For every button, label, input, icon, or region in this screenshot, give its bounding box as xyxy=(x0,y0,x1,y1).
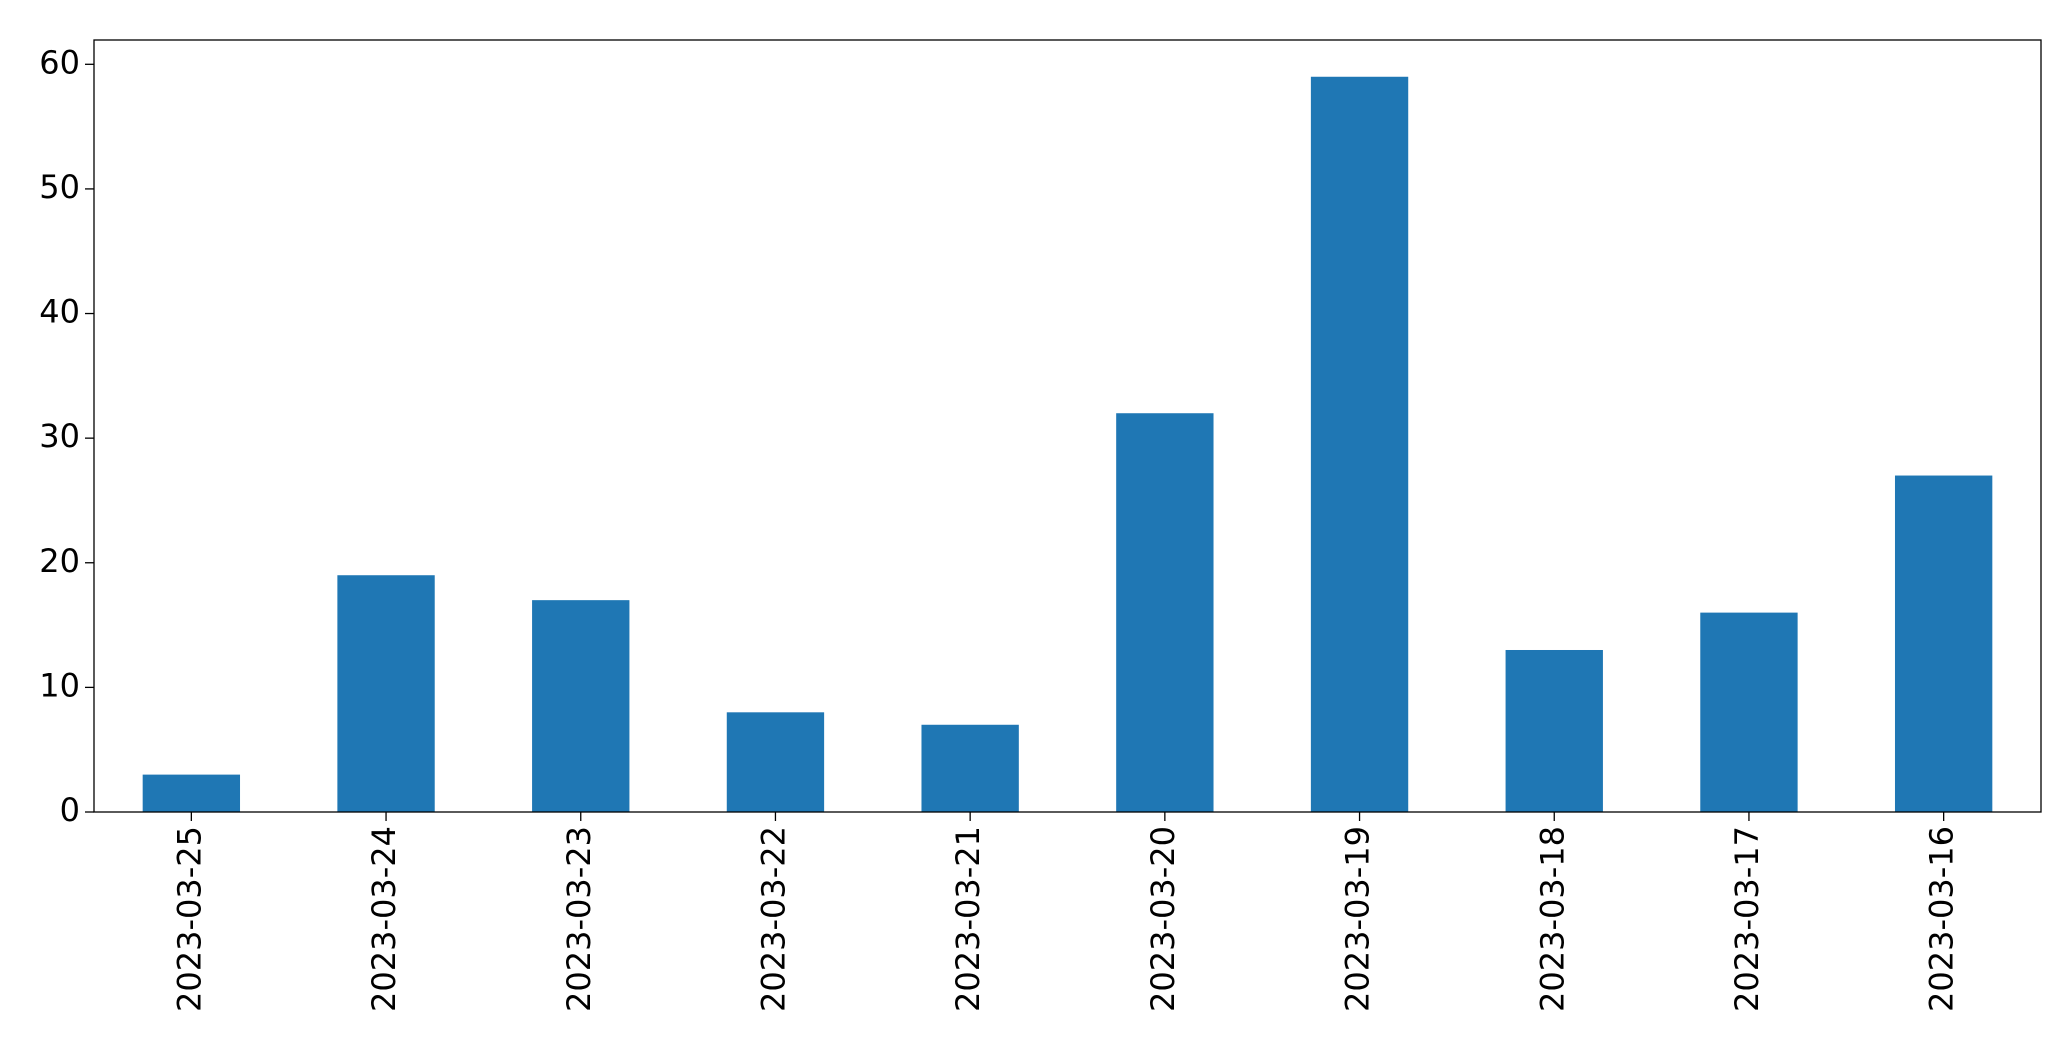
x-tick-label: 2023-03-16 xyxy=(1923,826,1961,1012)
y-tick-label: 50 xyxy=(39,168,80,206)
x-tick-label: 2023-03-23 xyxy=(560,826,598,1012)
x-tick-label: 2023-03-21 xyxy=(949,826,987,1012)
y-tick-label: 10 xyxy=(39,666,80,704)
bar xyxy=(1894,475,1993,812)
bar xyxy=(142,774,241,812)
x-tick-label: 2023-03-19 xyxy=(1339,826,1377,1012)
x-tick-label: 2023-03-17 xyxy=(1728,826,1766,1012)
y-tick-label: 20 xyxy=(39,542,80,580)
bar xyxy=(337,575,435,812)
y-tick-label: 40 xyxy=(39,293,80,331)
bar xyxy=(1505,649,1603,812)
x-tick-label: 2023-03-24 xyxy=(365,826,403,1012)
bar xyxy=(532,600,630,812)
plot-frame xyxy=(93,39,2042,813)
x-tick-label: 2023-03-20 xyxy=(1144,826,1182,1012)
x-tick-label: 2023-03-18 xyxy=(1533,826,1571,1012)
bar xyxy=(726,712,825,812)
bar xyxy=(1700,612,1798,812)
bar xyxy=(921,724,1019,812)
bar xyxy=(1116,413,1214,812)
y-tick-label: 0 xyxy=(60,791,80,829)
x-tick-label: 2023-03-22 xyxy=(754,826,792,1012)
bar xyxy=(1310,76,1409,812)
y-tick-label: 60 xyxy=(39,43,80,81)
x-tick-label: 2023-03-25 xyxy=(170,826,208,1012)
y-tick-label: 30 xyxy=(39,417,80,455)
